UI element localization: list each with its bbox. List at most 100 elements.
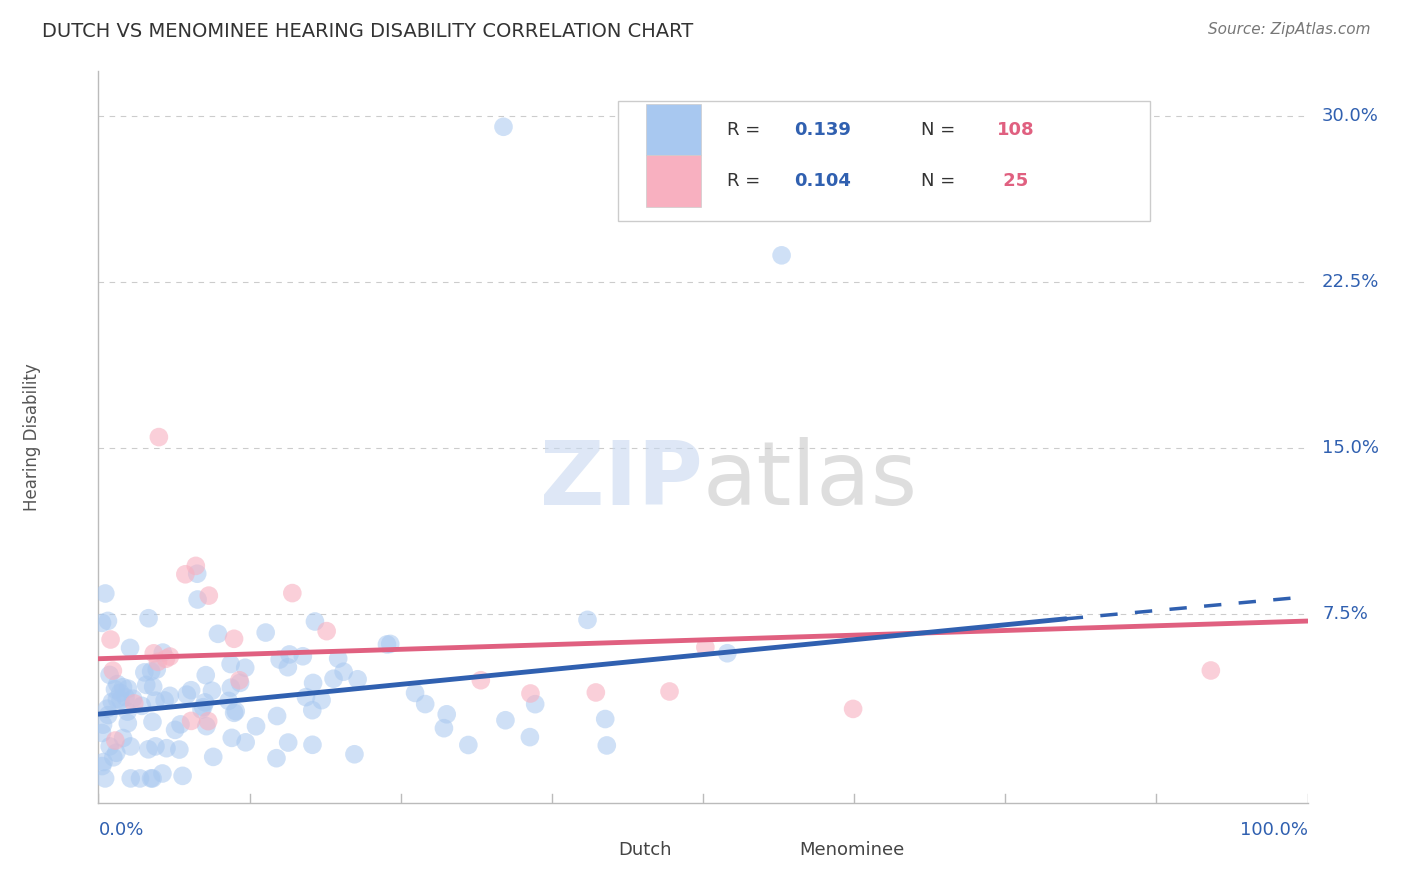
FancyBboxPatch shape [647, 155, 700, 207]
Point [842, 702, 865, 716]
Point [141, 714, 163, 729]
Point [193, 700, 215, 714]
Text: 0.0%: 0.0% [98, 821, 143, 839]
Point [142, 680, 165, 694]
Point [105, 692, 128, 706]
Point [194, 668, 217, 682]
Point [91, 615, 114, 630]
Text: Menominee: Menominee [800, 841, 905, 859]
Point [148, 430, 170, 444]
Point [593, 712, 616, 726]
Point [328, 651, 350, 665]
Point [153, 693, 176, 707]
Point [96, 702, 118, 716]
Text: 22.5%: 22.5% [1322, 273, 1379, 291]
Point [301, 738, 323, 752]
Point [222, 632, 245, 646]
Point [494, 713, 516, 727]
Text: 108: 108 [997, 121, 1035, 139]
Point [94, 772, 117, 786]
Point [302, 676, 325, 690]
Point [770, 248, 793, 262]
Point [172, 769, 194, 783]
Point [117, 705, 139, 719]
Point [218, 694, 240, 708]
Point [224, 706, 246, 720]
Text: Source: ZipAtlas.com: Source: ZipAtlas.com [1208, 22, 1371, 37]
FancyBboxPatch shape [619, 101, 1150, 221]
Point [110, 686, 132, 700]
Text: ZIP: ZIP [540, 437, 703, 524]
Point [142, 772, 165, 786]
Text: N =: N = [921, 121, 960, 139]
Point [104, 682, 127, 697]
Point [91, 717, 114, 731]
Point [104, 733, 127, 747]
Point [235, 735, 257, 749]
Point [112, 680, 135, 694]
Point [101, 664, 124, 678]
Point [165, 723, 187, 737]
Point [332, 665, 354, 679]
Point [105, 746, 128, 760]
Point [277, 660, 299, 674]
Point [281, 586, 304, 600]
Point [152, 646, 174, 660]
Text: 0.139: 0.139 [793, 121, 851, 139]
Point [138, 742, 160, 756]
Point [112, 731, 135, 745]
Text: 30.0%: 30.0% [1322, 107, 1379, 125]
Point [519, 686, 541, 700]
Text: DUTCH VS MENOMINEE HEARING DISABILITY CORRELATION CHART: DUTCH VS MENOMINEE HEARING DISABILITY CO… [42, 22, 693, 41]
Point [190, 702, 212, 716]
Point [585, 685, 607, 699]
Text: 0.104: 0.104 [793, 172, 851, 190]
Point [322, 672, 344, 686]
Point [155, 741, 177, 756]
Point [114, 690, 136, 705]
Point [716, 646, 738, 660]
Point [159, 649, 181, 664]
Point [142, 646, 165, 660]
Point [202, 750, 225, 764]
Point [97, 708, 120, 723]
Text: 100.0%: 100.0% [1240, 821, 1308, 839]
Point [146, 655, 169, 669]
FancyBboxPatch shape [745, 832, 787, 869]
Point [155, 652, 177, 666]
Point [105, 677, 128, 691]
Point [117, 681, 139, 696]
Point [207, 627, 229, 641]
Point [198, 589, 221, 603]
Point [269, 652, 291, 666]
Point [186, 566, 208, 581]
Point [187, 592, 209, 607]
Point [228, 673, 250, 688]
Point [145, 693, 167, 707]
Point [233, 661, 256, 675]
Point [596, 739, 619, 753]
Point [98, 668, 121, 682]
Point [110, 693, 132, 707]
Point [576, 613, 599, 627]
Text: Hearing Disability: Hearing Disability [22, 363, 41, 511]
Point [219, 657, 242, 671]
Point [221, 731, 243, 745]
Point [201, 683, 224, 698]
Point [145, 663, 167, 677]
Text: R =: R = [727, 172, 766, 190]
Point [122, 691, 145, 706]
Text: R =: R = [727, 121, 766, 139]
Point [470, 673, 492, 688]
Point [457, 738, 479, 752]
Point [98, 739, 121, 754]
Point [380, 637, 402, 651]
Point [524, 697, 547, 711]
Point [139, 772, 162, 786]
Point [100, 632, 122, 647]
Point [245, 719, 267, 733]
Text: 15.0%: 15.0% [1322, 439, 1379, 458]
Text: Dutch: Dutch [619, 841, 672, 859]
Point [492, 120, 515, 134]
Point [120, 640, 142, 655]
